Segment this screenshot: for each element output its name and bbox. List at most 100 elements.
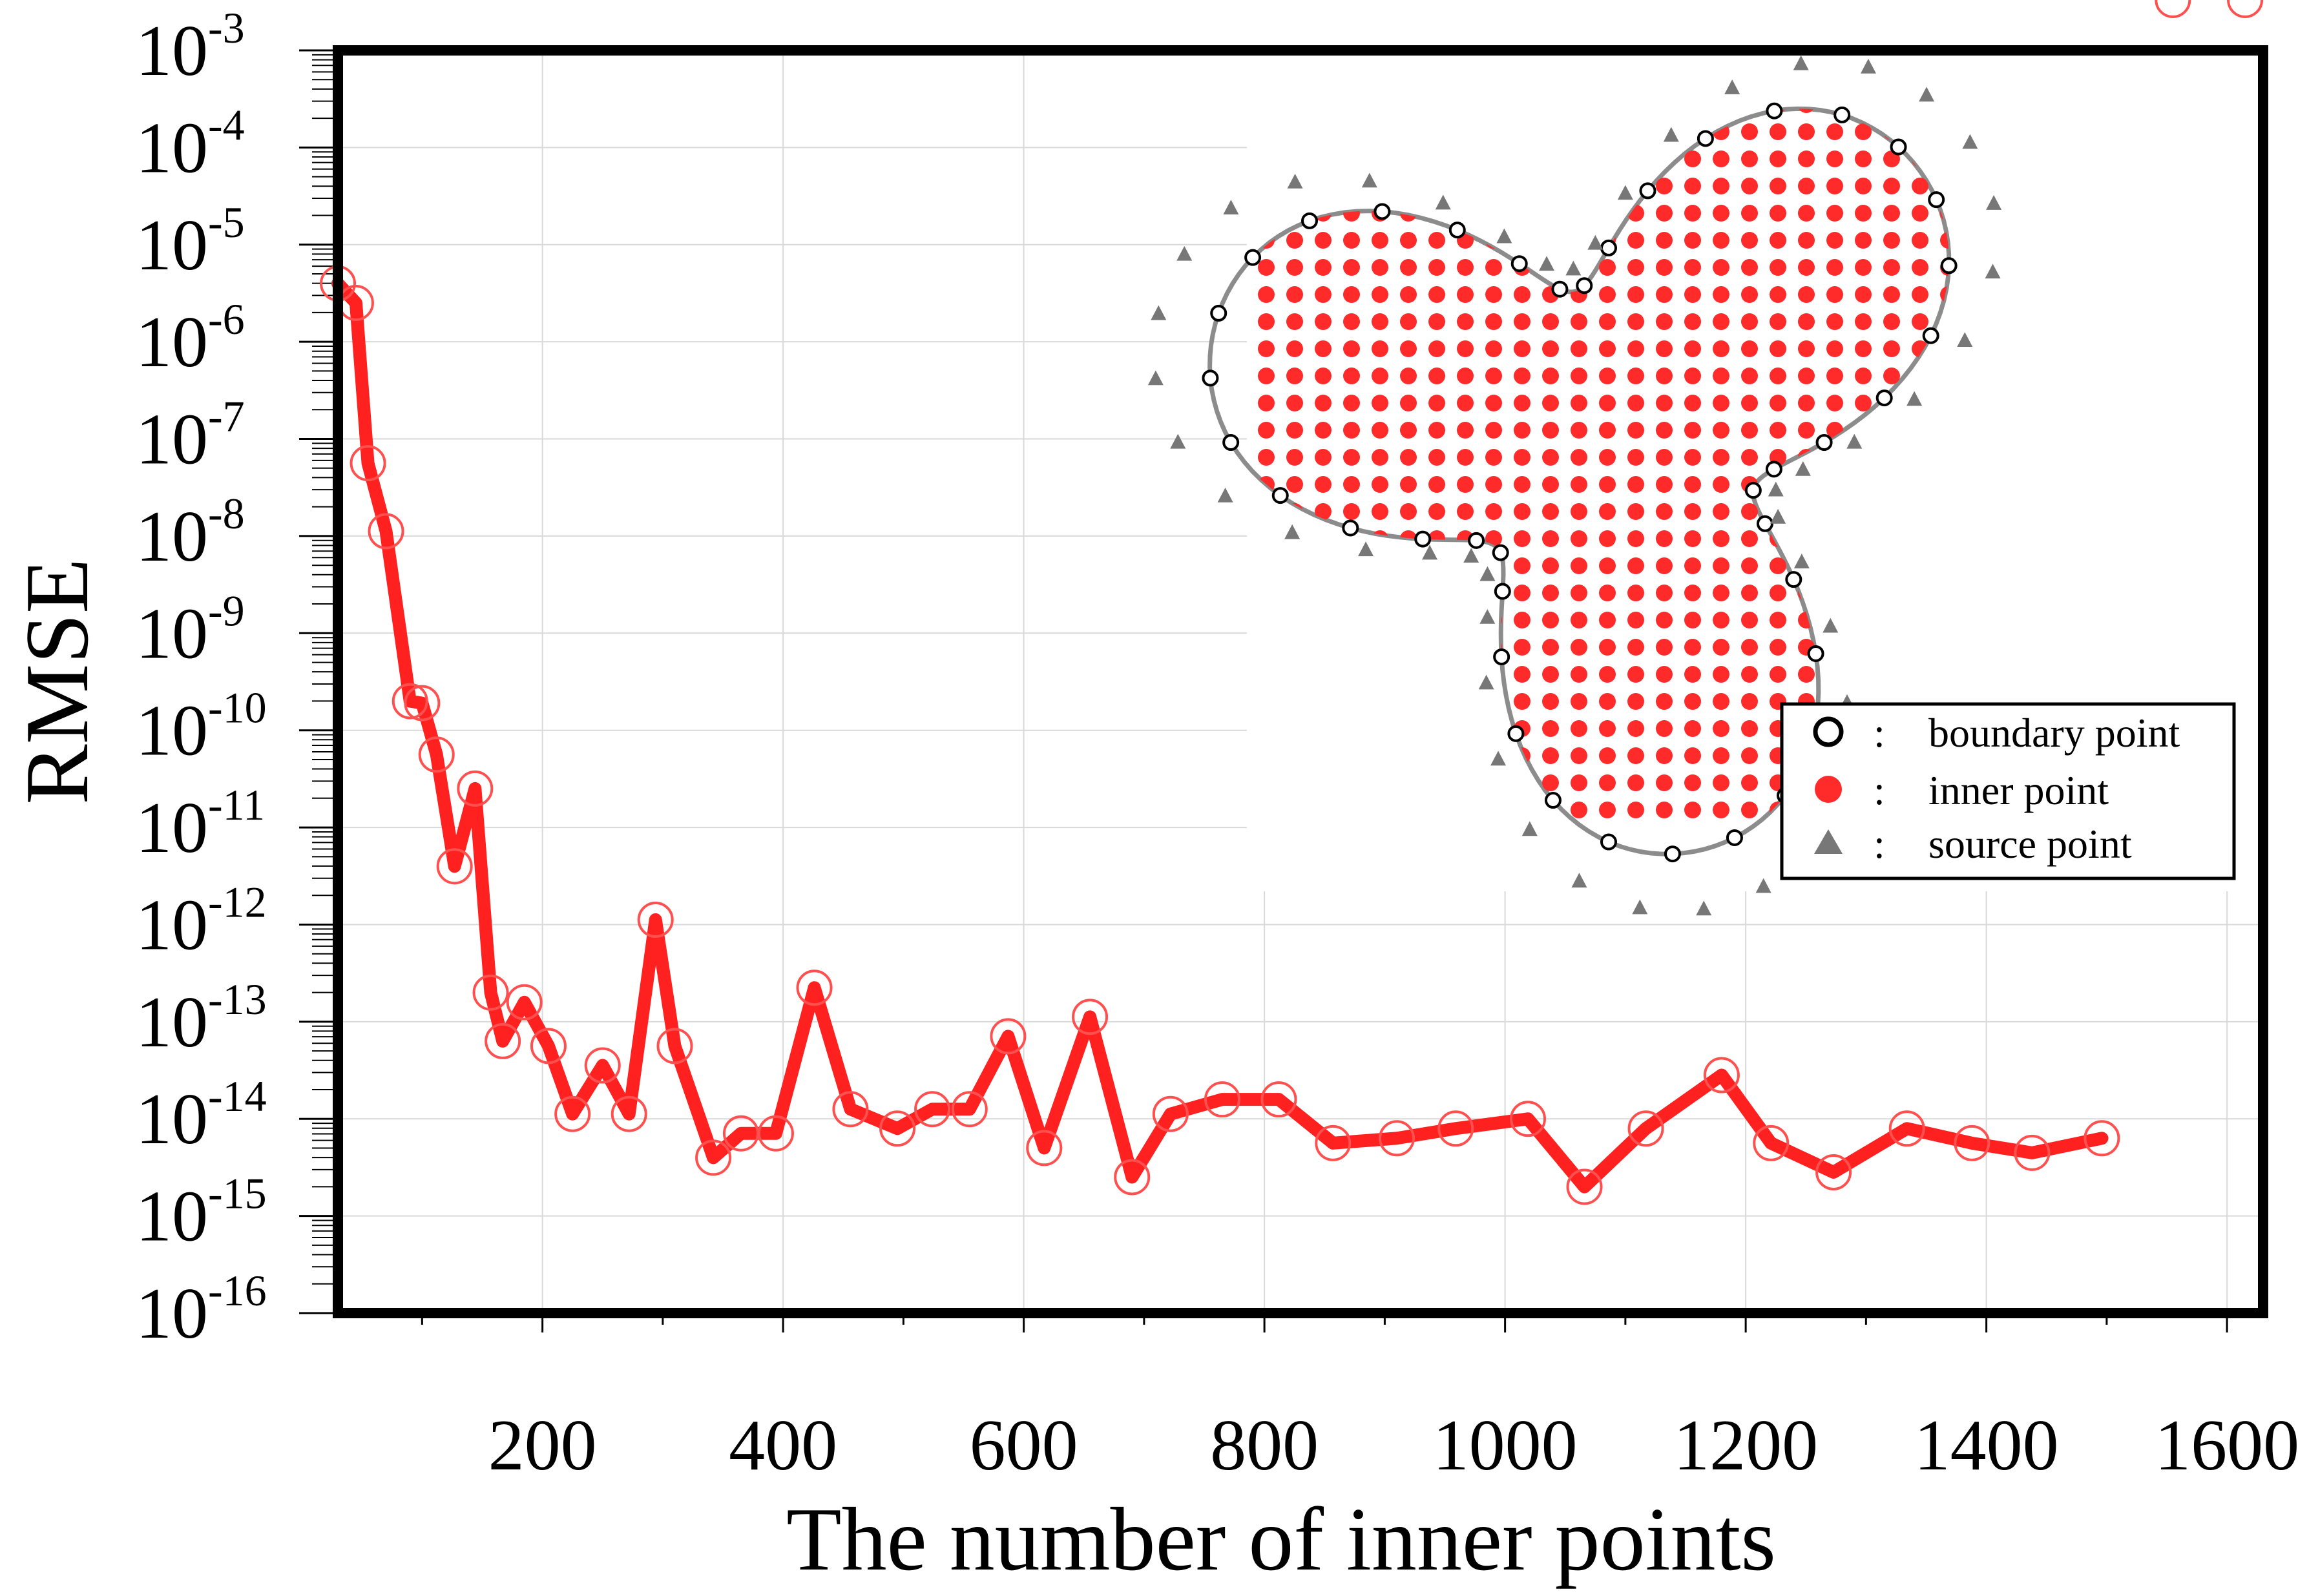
inner-point xyxy=(1627,503,1644,520)
rmse-data-point xyxy=(1954,1124,1990,1161)
inner-point xyxy=(1713,259,1729,276)
rmse-data-point xyxy=(436,848,473,885)
inner-point xyxy=(1713,774,1729,791)
legend-source-point-icon xyxy=(1814,829,1843,854)
inner-point xyxy=(1514,530,1530,547)
inner-point xyxy=(1258,449,1275,466)
rmse-data-point xyxy=(392,683,428,720)
inner-point xyxy=(1883,286,1900,303)
inner-point xyxy=(1912,232,1928,249)
inner-point xyxy=(1627,585,1644,601)
inner-point xyxy=(1400,286,1417,303)
y-tick-label: 10-10 xyxy=(136,683,267,771)
rmse-data-point xyxy=(530,1028,567,1064)
inner-point xyxy=(1741,802,1758,818)
inner-point xyxy=(1883,368,1900,384)
inner-point xyxy=(1684,368,1701,384)
inner-point xyxy=(1457,368,1474,384)
boundary-point xyxy=(1510,255,1528,273)
inner-point xyxy=(1599,313,1616,330)
inner-point xyxy=(1599,530,1616,547)
boundary-point xyxy=(1664,845,1681,863)
inner-point xyxy=(1571,747,1587,764)
inner-point xyxy=(1713,178,1729,194)
boundary-point xyxy=(1468,532,1485,549)
inner-point xyxy=(1713,205,1729,222)
inner-point xyxy=(1855,286,1872,303)
inner-point xyxy=(1485,313,1502,330)
inner-point xyxy=(1542,422,1559,439)
rmse-data-point xyxy=(1204,1081,1240,1118)
inner-point xyxy=(1571,666,1587,683)
inner-point xyxy=(1684,503,1701,520)
inner-point xyxy=(1372,286,1388,303)
inner-point xyxy=(1372,476,1388,493)
inner-point xyxy=(1713,150,1729,167)
source-point xyxy=(1521,821,1538,836)
inner-point xyxy=(1684,476,1701,493)
inner-point xyxy=(1656,205,1673,222)
boundary-point xyxy=(1744,482,1762,499)
inner-point xyxy=(1741,585,1758,601)
inner-point xyxy=(1571,530,1587,547)
inner-point xyxy=(1514,286,1530,303)
inner-point xyxy=(1684,693,1701,710)
source-point xyxy=(1176,245,1193,261)
source-point xyxy=(1906,391,1923,406)
source-point xyxy=(1919,87,1935,102)
source-point xyxy=(1435,194,1451,210)
x-tick-label: 1200 xyxy=(1673,1405,1818,1486)
inner-point xyxy=(1741,720,1758,737)
inner-point xyxy=(1713,530,1729,547)
inner-point xyxy=(1599,340,1616,357)
inner-point xyxy=(1599,774,1616,791)
plot-frame xyxy=(333,45,2268,1318)
boundary-point xyxy=(1890,138,1907,156)
inner-point xyxy=(1372,340,1388,357)
source-point xyxy=(1358,541,1374,557)
inner-point xyxy=(1571,639,1587,656)
inner-point xyxy=(1713,802,1729,818)
inner-point xyxy=(1372,232,1388,249)
inner-point xyxy=(1571,449,1587,466)
inner-point xyxy=(1514,340,1530,357)
inner-point xyxy=(1599,585,1616,601)
inner-point xyxy=(1855,368,1872,384)
inner-point xyxy=(1286,286,1303,303)
inner-point xyxy=(1485,449,1502,466)
inner-point xyxy=(1315,503,1332,520)
inner-point xyxy=(1428,313,1445,330)
x-tick-label: 200 xyxy=(488,1405,597,1486)
inner-point xyxy=(1627,774,1644,791)
inner-point xyxy=(1258,340,1275,357)
inner-point xyxy=(1514,503,1530,520)
source-point xyxy=(1795,461,1811,476)
inner-point xyxy=(1883,259,1900,276)
boundary-point xyxy=(1600,833,1617,851)
rmse-data-point xyxy=(2084,1120,2120,1157)
inner-point xyxy=(1912,286,1928,303)
inner-point xyxy=(1457,340,1474,357)
inner-point xyxy=(1571,612,1587,628)
inner-point xyxy=(1656,666,1673,683)
inner-point xyxy=(1514,639,1530,656)
inner-point xyxy=(1656,340,1673,357)
inner-point xyxy=(1627,395,1644,411)
inner-point xyxy=(1542,612,1559,628)
source-point xyxy=(1490,751,1507,766)
rmse-data-point xyxy=(1815,1154,1852,1190)
inner-point xyxy=(1315,476,1332,493)
inner-point xyxy=(1826,395,1843,411)
source-point xyxy=(1539,256,1555,271)
boundary-point xyxy=(1807,645,1824,662)
inner-point xyxy=(1571,802,1587,818)
source-point xyxy=(1986,195,2002,210)
source-point xyxy=(1632,899,1648,915)
inner-point xyxy=(1599,693,1616,710)
inner-point xyxy=(1883,340,1900,357)
source-point xyxy=(1223,200,1239,214)
source-point xyxy=(1479,566,1496,581)
inner-point xyxy=(1542,557,1559,574)
inner-point xyxy=(1883,313,1900,330)
inner-point xyxy=(1684,313,1701,330)
